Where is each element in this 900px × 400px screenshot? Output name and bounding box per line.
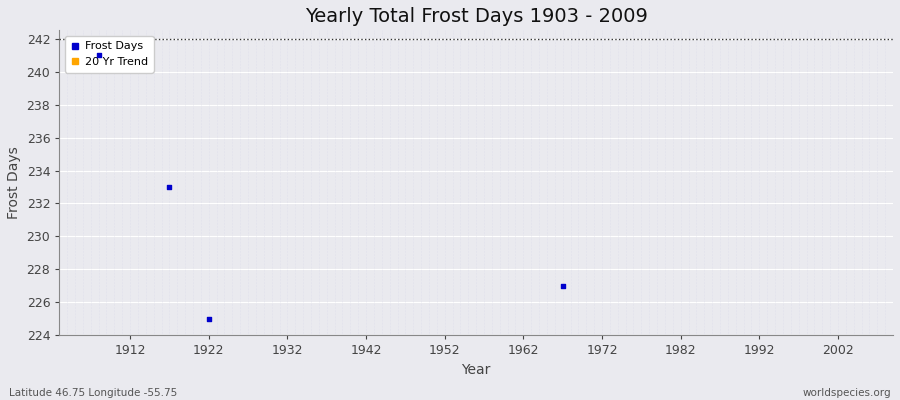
X-axis label: Year: Year	[462, 363, 490, 377]
Legend: Frost Days, 20 Yr Trend: Frost Days, 20 Yr Trend	[65, 36, 154, 72]
Point	[92, 52, 106, 58]
Point	[202, 316, 216, 322]
Text: worldspecies.org: worldspecies.org	[803, 388, 891, 398]
Y-axis label: Frost Days: Frost Days	[7, 146, 21, 219]
Title: Yearly Total Frost Days 1903 - 2009: Yearly Total Frost Days 1903 - 2009	[305, 7, 648, 26]
Point	[555, 283, 570, 289]
Text: Latitude 46.75 Longitude -55.75: Latitude 46.75 Longitude -55.75	[9, 388, 177, 398]
Point	[162, 184, 176, 190]
